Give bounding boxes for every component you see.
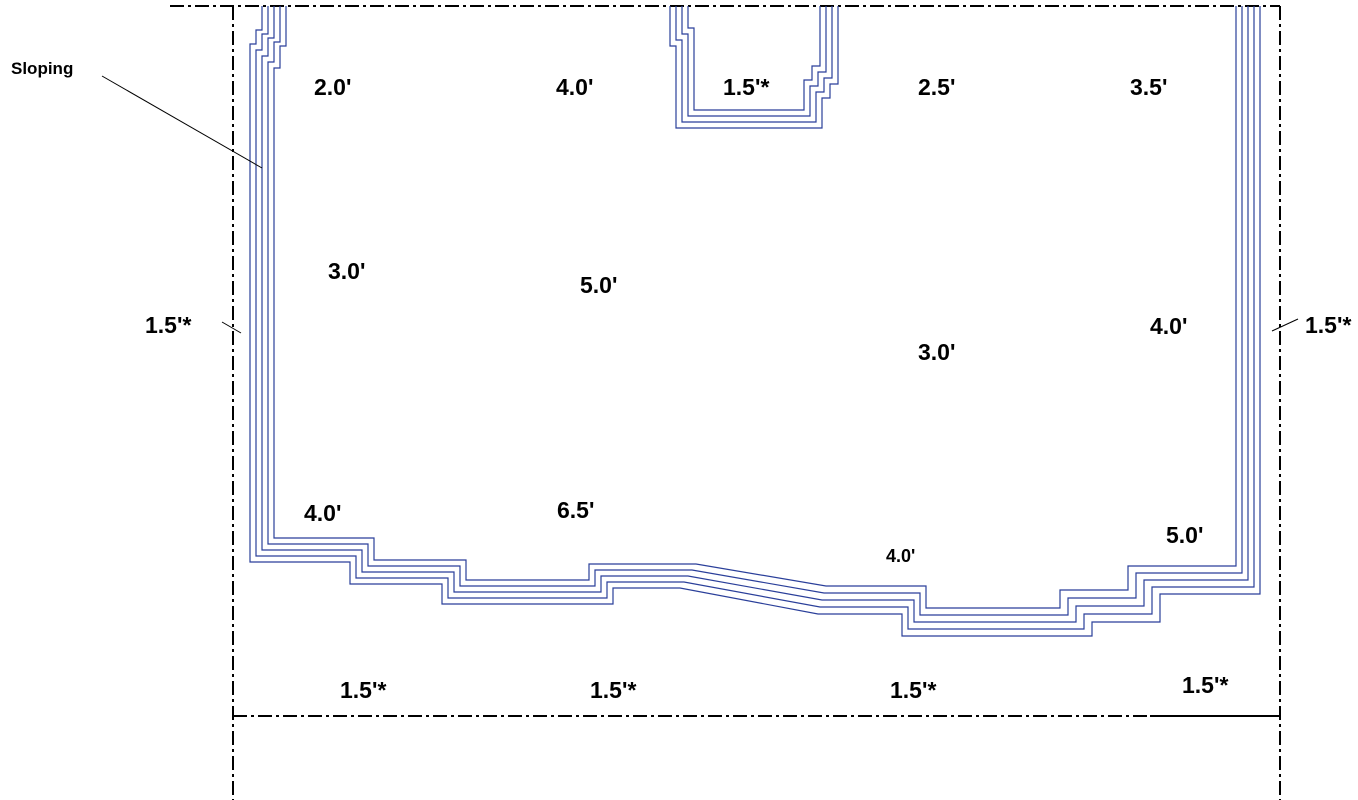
sloping-leader xyxy=(101,75,263,169)
notch-contour-2 xyxy=(675,6,833,123)
depth-label: 5.0' xyxy=(1166,522,1203,548)
setback-label: 1.5'* xyxy=(890,677,936,703)
depth-label: 3.5' xyxy=(1130,74,1167,100)
depth-label: 2.5' xyxy=(918,74,955,100)
depth-label: 3.0' xyxy=(918,339,955,365)
depth-label: 2.0' xyxy=(314,74,351,100)
setback-label-left: 1.5'* xyxy=(145,312,191,338)
depth-label: 4.0' xyxy=(304,500,341,526)
depth-labels-top: 2.0' 4.0' 1.5'* 2.5' 3.5' xyxy=(314,74,1167,100)
pool-contour-3 xyxy=(261,6,1249,623)
pool-notch xyxy=(669,6,839,129)
boundary-lines xyxy=(170,5,1281,800)
depth-label: 3.0' xyxy=(328,258,365,284)
setback-label: 1.5'* xyxy=(590,677,636,703)
setback-label: 1.5'* xyxy=(1182,672,1228,698)
setback-label-right: 1.5'* xyxy=(1305,312,1351,338)
pool-contour-1 xyxy=(249,6,1261,637)
pool-contour-5 xyxy=(273,6,1237,609)
depth-label: 6.5' xyxy=(557,497,594,523)
pool-contour-2 xyxy=(255,6,1255,630)
notch-contour-1 xyxy=(669,6,839,129)
setback-label: 1.5'* xyxy=(340,677,386,703)
depth-labels-lower: 4.0' 6.5' 4.0' 5.0' xyxy=(304,497,1203,566)
notch-contour-3 xyxy=(681,6,827,117)
pool-outline xyxy=(249,6,1261,637)
depth-label: 4.0' xyxy=(556,74,593,100)
pool-contour-4 xyxy=(267,6,1243,616)
setback-labels-bottom: 1.5'* 1.5'* 1.5'* 1.5'* xyxy=(340,672,1228,703)
sloping-callout: Sloping xyxy=(11,59,73,78)
leader-lines xyxy=(101,75,1299,334)
notch-contour-4 xyxy=(687,6,821,111)
depth-label: 5.0' xyxy=(580,272,617,298)
depth-label: 4.0' xyxy=(886,546,915,566)
depth-label: 4.0' xyxy=(1150,313,1187,339)
depth-label: 1.5'* xyxy=(723,74,769,100)
right-side-leader xyxy=(1271,318,1299,332)
left-side-leader xyxy=(221,321,242,334)
depth-labels-middle: 3.0' 5.0' 3.0' 4.0' xyxy=(328,258,1187,365)
